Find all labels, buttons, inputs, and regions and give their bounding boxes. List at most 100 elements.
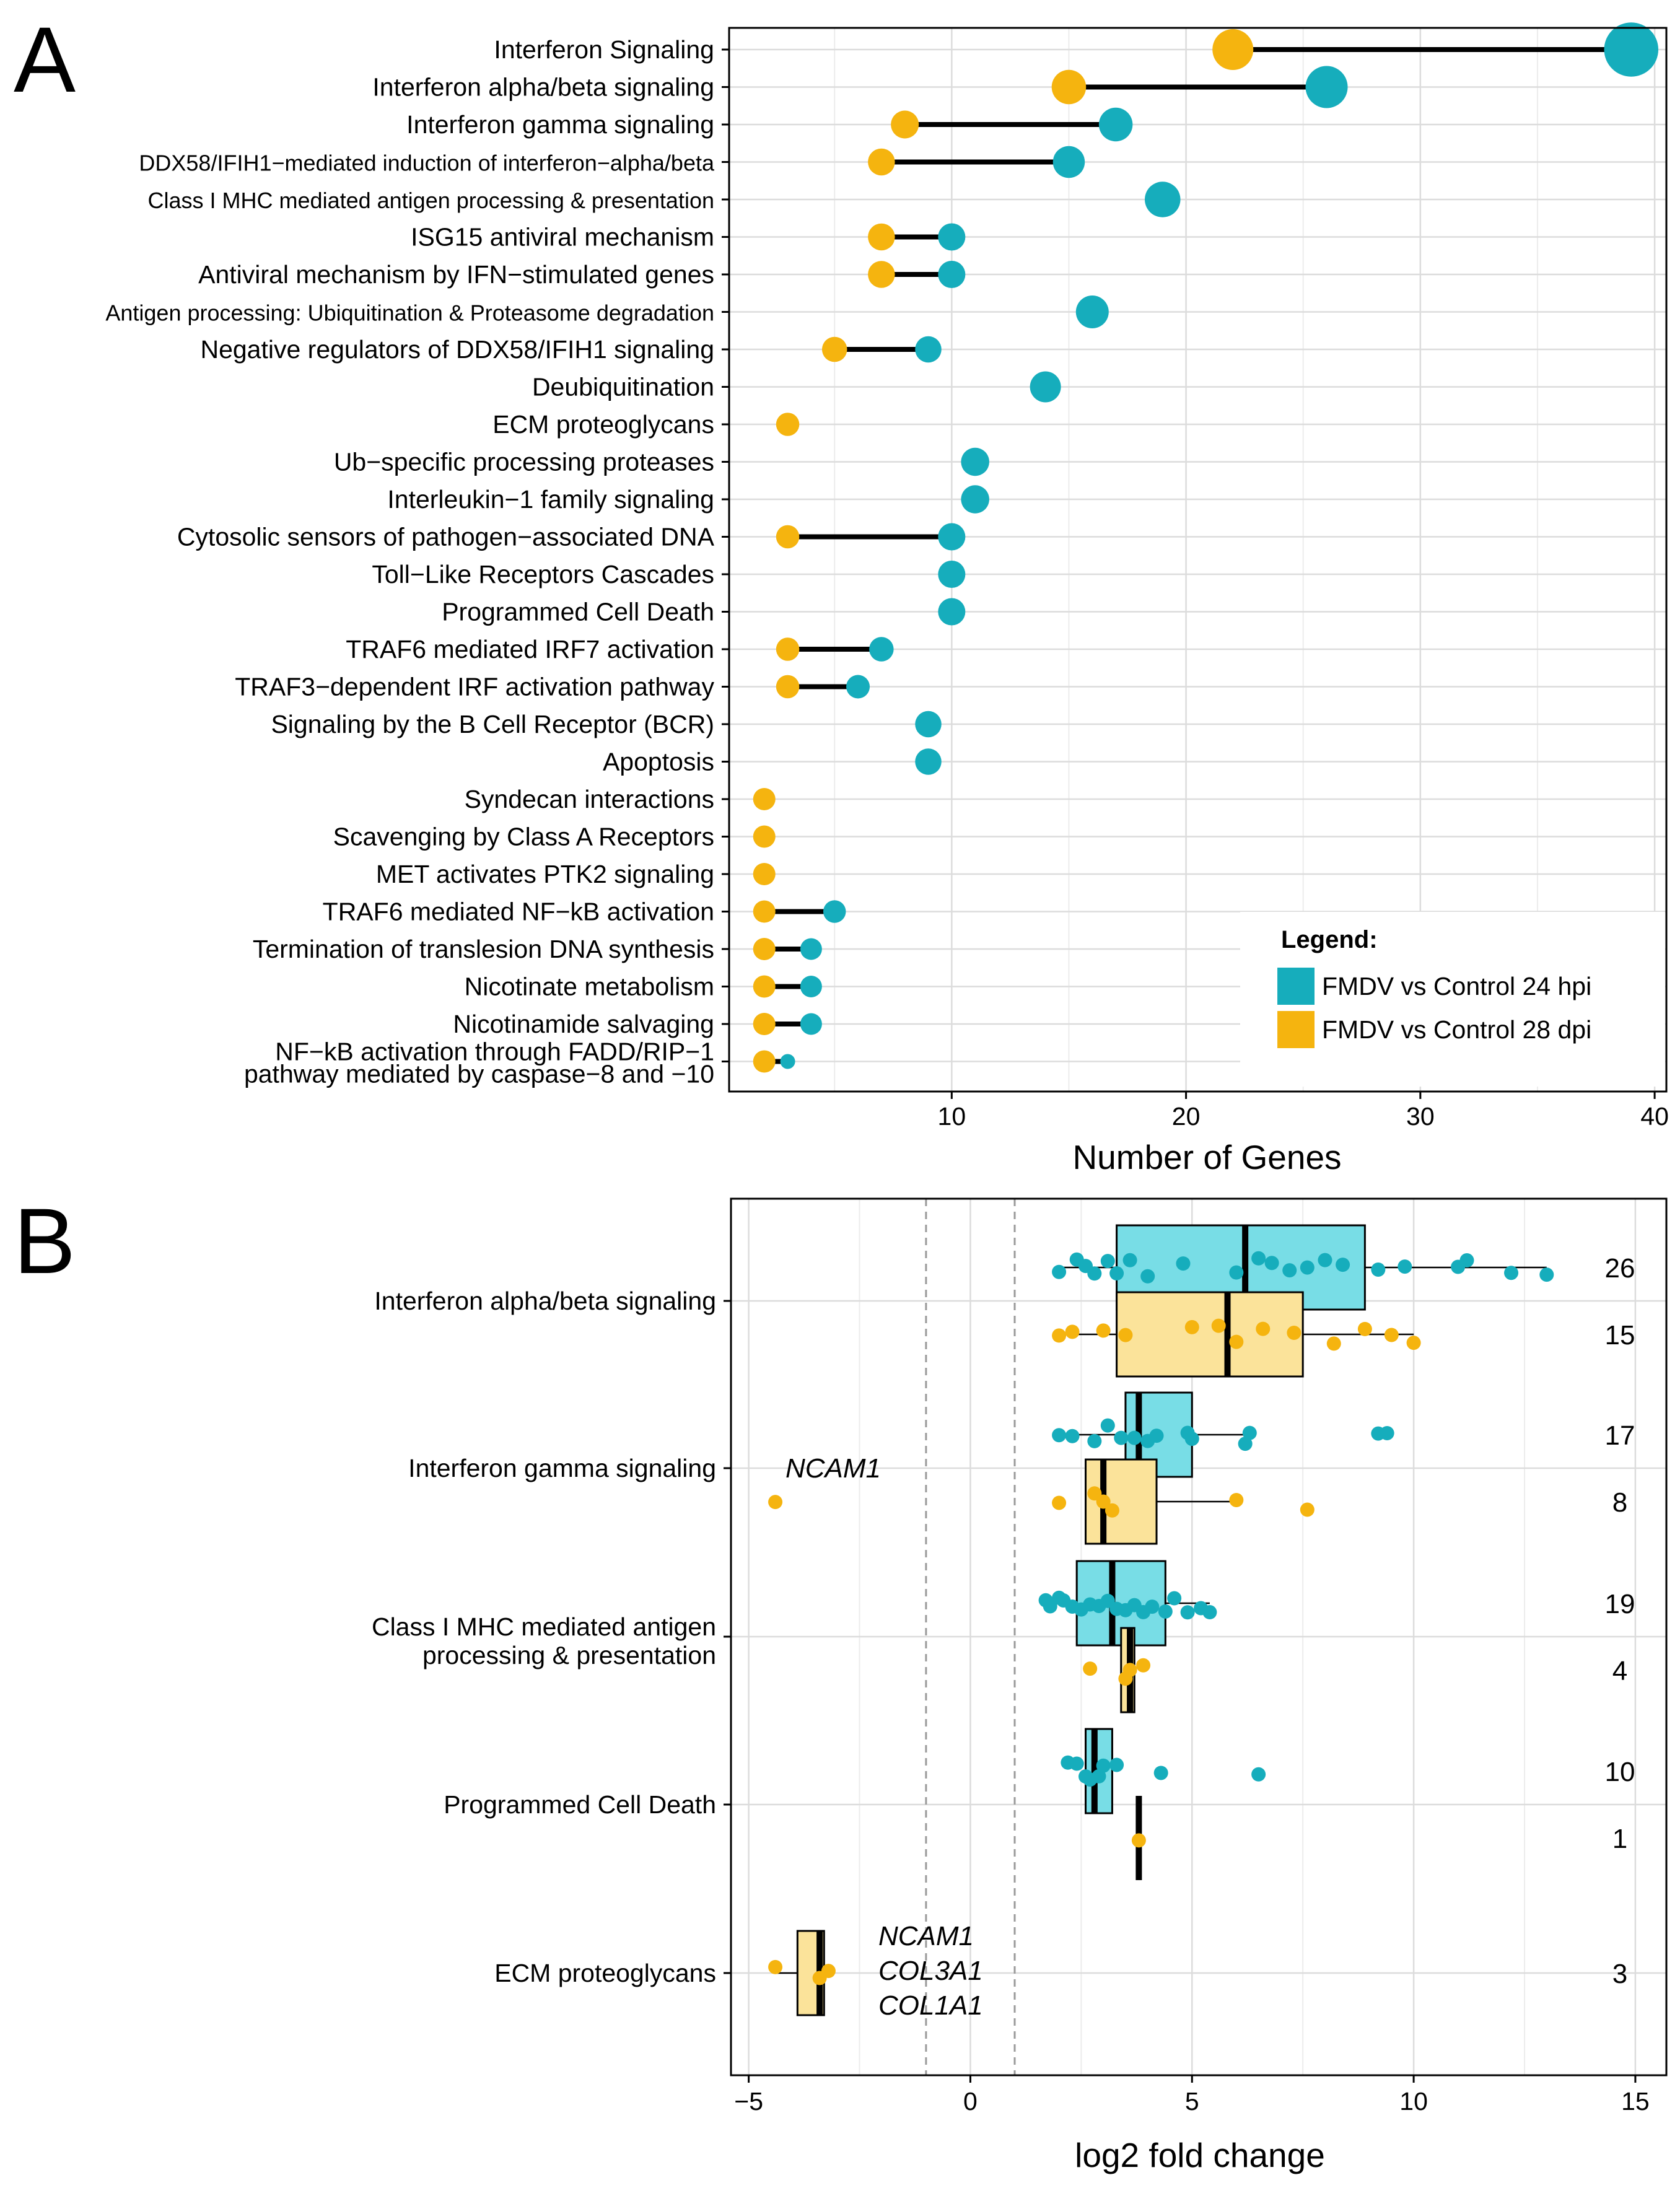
point-24hpi [846,675,870,699]
point-24hpi [1242,1425,1257,1440]
point-24hpi [1184,1432,1199,1446]
gene-count-label: 1 [1612,1824,1627,1854]
point-24hpi [1251,1767,1266,1782]
point-24hpi [1318,1253,1332,1267]
point-28dpi [868,261,895,288]
category-label: Interferon gamma signaling [406,110,714,139]
point-28dpi [1118,1328,1133,1342]
category-label: Interleukin−1 family signaling [387,485,714,514]
point-28dpi [1229,1493,1244,1508]
point-24hpi [1114,1430,1129,1445]
category-label: Antiviral mechanism by IFN−stimulated ge… [198,260,714,289]
category-label: Programmed Cell Death [442,598,714,626]
category-label: Interferon Signaling [494,35,714,64]
point-28dpi [776,525,800,549]
gene-count-label: 8 [1612,1487,1627,1518]
point-24hpi [1043,1599,1057,1614]
point-28dpi [1256,1321,1271,1336]
point-24hpi [1075,295,1109,328]
point-24hpi [1380,1426,1394,1441]
category-label: Syndecan interactions [465,785,714,813]
point-24hpi [1145,1599,1160,1614]
point-24hpi [1202,1605,1217,1620]
point-28dpi [1326,1336,1341,1351]
gene-annotation: NCAM1 [785,1453,881,1484]
group-label: ECM proteoglycans [494,1959,716,1987]
point-24hpi [1065,1429,1080,1443]
point-24hpi [1087,1433,1102,1448]
point-24hpi [1229,1265,1244,1280]
category-label: pathway mediated by caspase−8 and −10 [244,1060,714,1088]
point-28dpi [1052,1495,1067,1510]
category-label: Nicotinate metabolism [465,973,714,1001]
x-tick-label: −5 [734,2087,763,2116]
point-24hpi [1069,1756,1084,1771]
x-tick-label: 40 [1640,1102,1669,1131]
point-28dpi [821,1964,836,1979]
gene-count-label: 10 [1605,1757,1635,1787]
panel-b-chart: 26 15 17 8 19 4 10 1 3 NCAM1 NCAM1 COL3A1 COL1A1 Inte… [372,1197,1668,2174]
point-28dpi [1211,1318,1226,1333]
point-28dpi [1300,1502,1315,1517]
group-label: Interferon gamma signaling [408,1454,716,1482]
point-24hpi [1305,66,1348,108]
point-28dpi [1357,1321,1372,1336]
point-24hpi [1140,1269,1155,1284]
point-24hpi [1096,1758,1111,1773]
x-tick-label: 15 [1621,2087,1650,2116]
point-28dpi [1065,1324,1080,1339]
group-label: Programmed Cell Death [444,1790,716,1819]
point-24hpi [961,447,989,476]
point-28dpi [1229,1334,1244,1349]
point-28dpi [891,110,919,139]
point-28dpi [868,223,895,251]
iqr-box [1116,1291,1304,1378]
point-24hpi [1158,1604,1173,1619]
category-label: Deubiquitination [532,373,714,401]
gene-annotation: COL3A1 [878,1956,983,1986]
x-tick-label: 30 [1406,1102,1435,1131]
point-24hpi [1282,1263,1297,1278]
panel-a-label: A [14,7,76,112]
panel-b-label: B [14,1189,76,1293]
point-28dpi [753,788,776,810]
point-24hpi [1052,1428,1067,1443]
category-label: Antigen processing: Ubiquitination & Pro… [105,300,714,326]
panel-a-chart: Legend: FMDV vs Control 24 hpi FMDV vs Con… [105,22,1669,1176]
point-24hpi [1030,371,1061,403]
category-label: Cytosolic sensors of pathogen−associated… [177,523,715,551]
legend-swatch [1277,968,1315,1005]
gene-count-label: 19 [1605,1589,1635,1619]
point-24hpi [915,748,942,775]
point-24hpi [1145,182,1181,217]
category-label: Class I MHC mediated antigen processing … [148,188,714,213]
point-28dpi [1051,69,1087,105]
point-24hpi [1264,1256,1279,1271]
point-24hpi [1098,107,1133,142]
point-24hpi [1100,1254,1115,1269]
category-label: MET activates PTK2 signaling [376,860,714,888]
point-28dpi [1184,1319,1199,1334]
point-24hpi [1539,1267,1554,1282]
point-24hpi [1238,1437,1253,1451]
point-24hpi [1122,1253,1137,1267]
point-24hpi [1176,1256,1191,1271]
x-tick-label: 5 [1185,2087,1199,2116]
point-28dpi [753,825,776,848]
gene-count-label: 15 [1605,1320,1635,1350]
point-24hpi [1153,1766,1168,1780]
group-label: Class I MHC mediated antigen [372,1613,716,1641]
category-label: Apoptosis [603,748,714,776]
point-24hpi [938,223,966,251]
category-label: DDX58/IFIH1−mediated induction of interf… [139,151,715,176]
point-28dpi [1406,1336,1421,1350]
category-label: Negative regulators of DDX58/IFIH1 signa… [200,335,714,364]
point-24hpi [1300,1260,1315,1275]
point-24hpi [823,900,846,923]
gene-count-label: 17 [1605,1420,1635,1451]
point-24hpi [1459,1253,1474,1268]
point-24hpi [1109,1266,1124,1280]
point-24hpi [1052,1264,1067,1279]
point-28dpi [1052,1328,1067,1343]
